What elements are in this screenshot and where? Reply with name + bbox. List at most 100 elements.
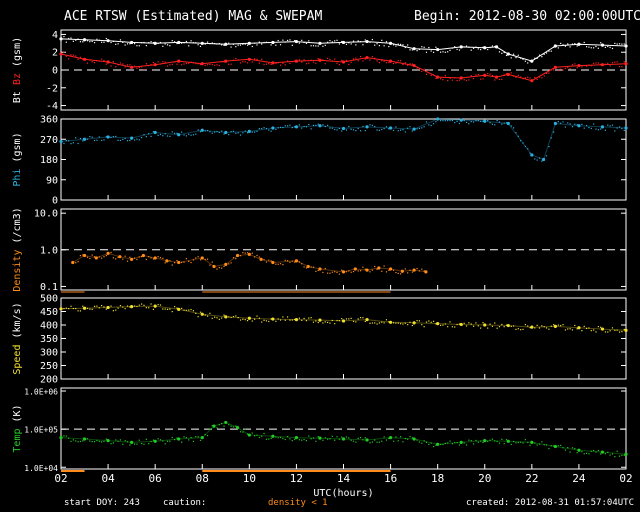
temp-data-point bbox=[247, 433, 251, 437]
mag-phi-scatter-dot bbox=[117, 139, 119, 141]
density-scatter-dot bbox=[174, 262, 176, 264]
temp-scatter-dot bbox=[199, 439, 202, 441]
mag-phi-scatter-dot bbox=[590, 127, 592, 130]
temp-scatter-dot bbox=[472, 443, 475, 445]
mag-b-scatter-dot bbox=[355, 57, 357, 59]
density-scatter-dot bbox=[105, 254, 107, 257]
x-tick-label: 10 bbox=[243, 472, 256, 485]
temp-scatter-dot bbox=[416, 439, 418, 441]
mag-b-scatter-dot bbox=[263, 41, 265, 44]
mag-phi-scatter-dot bbox=[569, 123, 571, 125]
mag-b-scatter-dot bbox=[421, 46, 423, 48]
mag-b-scatter-dot bbox=[275, 62, 277, 65]
speed-data-point bbox=[130, 305, 134, 309]
density-data-point bbox=[130, 257, 134, 261]
mag-b-scatter-dot bbox=[275, 44, 277, 46]
density-scatter-dot bbox=[322, 271, 324, 274]
mag-b-ylabel: Bt Bz (gsm) bbox=[12, 37, 23, 103]
mag-phi-scatter-dot bbox=[534, 158, 536, 160]
mag-phi-scatter-dot bbox=[621, 127, 623, 130]
mag-phi-scatter-dot bbox=[294, 126, 296, 128]
temp-scatter-dot bbox=[232, 426, 235, 428]
speed-data-point bbox=[459, 322, 463, 327]
density-data-point bbox=[271, 260, 275, 265]
mag-b-scatter-dot bbox=[397, 43, 399, 45]
speed-scatter-dot bbox=[324, 321, 326, 323]
speed-scatter-dot bbox=[345, 318, 348, 320]
mag-phi-scatter-dot bbox=[336, 129, 338, 131]
mag-b-scatter-dot bbox=[317, 45, 319, 47]
density-data-point bbox=[165, 259, 169, 263]
mag-phi-ytick-label: 180 bbox=[40, 155, 58, 166]
mag-b-scatter-dot bbox=[338, 43, 340, 45]
speed-scatter-dot bbox=[157, 303, 159, 306]
mag-b-scatter-dot bbox=[93, 42, 96, 44]
temp-scatter-dot bbox=[235, 425, 237, 427]
speed-scatter-dot bbox=[159, 304, 162, 306]
density-scatter-dot bbox=[310, 266, 312, 268]
mag-phi-scatter-dot bbox=[404, 131, 406, 133]
mag-phi-scatter-dot bbox=[416, 128, 418, 130]
mag-b-scatter-dot bbox=[308, 40, 310, 42]
mag-b-data-point bbox=[483, 46, 487, 50]
mag-b-scatter-dot bbox=[305, 42, 308, 45]
temp-scatter-dot bbox=[465, 444, 468, 446]
speed-scatter-dot bbox=[569, 328, 571, 330]
mag-b-scatter-dot bbox=[75, 39, 77, 41]
speed-scatter-dot bbox=[407, 324, 409, 326]
density-scatter-dot bbox=[141, 255, 143, 258]
mag-phi-scatter-dot bbox=[409, 126, 411, 128]
speed-scatter-dot bbox=[364, 320, 366, 323]
mag-phi-scatter-dot bbox=[463, 120, 465, 122]
speed-scatter-dot bbox=[258, 317, 260, 319]
mag-b-data-point bbox=[318, 41, 322, 45]
mag-phi-scatter-dot bbox=[334, 128, 336, 131]
temp-data-point bbox=[341, 437, 346, 441]
mag-b-scatter-dot bbox=[400, 60, 402, 62]
temp-scatter-dot bbox=[402, 441, 404, 443]
speed-scatter-dot bbox=[101, 304, 103, 307]
speed-scatter-dot bbox=[352, 320, 355, 323]
density-scatter-dot bbox=[124, 255, 126, 257]
temp-scatter-dot bbox=[230, 425, 232, 427]
mag-phi-scatter-dot bbox=[451, 120, 453, 122]
mag-b-data-point bbox=[341, 60, 346, 64]
temp-scatter-dot bbox=[454, 442, 456, 444]
mag-b-data-point bbox=[494, 75, 499, 79]
speed-scatter-dot bbox=[385, 319, 388, 321]
mag-b-scatter-dot bbox=[103, 41, 105, 43]
mag-b-scatter-dot bbox=[166, 44, 169, 46]
mag-b-scatter-dot bbox=[145, 63, 147, 65]
temp-scatter-dot bbox=[604, 453, 607, 455]
density-scatter-dot bbox=[232, 257, 235, 259]
density-scatter-dot bbox=[395, 272, 397, 274]
speed-scatter-dot bbox=[477, 325, 479, 327]
mag-b-scatter-dot bbox=[199, 63, 202, 66]
density-scatter-dot bbox=[364, 268, 366, 270]
density-scatter-dot bbox=[75, 262, 77, 264]
mag-b-scatter-dot bbox=[122, 41, 124, 44]
mag-phi-scatter-dot bbox=[517, 135, 519, 137]
mag-phi-scatter-dot bbox=[553, 131, 555, 133]
mag-b-scatter-dot bbox=[258, 41, 260, 43]
temp-data-point bbox=[271, 434, 275, 438]
speed-scatter-dot bbox=[362, 317, 364, 319]
mag-b-data-point bbox=[82, 57, 87, 61]
mag-b-scatter-dot bbox=[352, 40, 355, 42]
speed-scatter-dot bbox=[119, 304, 122, 307]
mag-b-scatter-dot bbox=[166, 65, 169, 67]
speed-data-point bbox=[412, 321, 416, 325]
mag-phi-scatter-dot bbox=[456, 120, 458, 123]
temp-scatter-dot bbox=[148, 442, 150, 445]
temp-scatter-dot bbox=[287, 435, 289, 438]
mag-b-scatter-dot bbox=[567, 67, 569, 69]
begin-label: Begin: bbox=[414, 9, 461, 24]
mag-b-scatter-dot bbox=[545, 72, 548, 74]
mag-b-scatter-dot bbox=[331, 60, 333, 62]
mag-b-data-point bbox=[553, 44, 557, 48]
mag-b-scatter-dot bbox=[416, 67, 418, 69]
mag-b-scatter-dot bbox=[362, 44, 364, 46]
mag-b-scatter-dot bbox=[197, 44, 199, 46]
mag-phi-scatter-dot bbox=[364, 130, 366, 132]
mag-b-scatter-dot bbox=[169, 45, 171, 47]
